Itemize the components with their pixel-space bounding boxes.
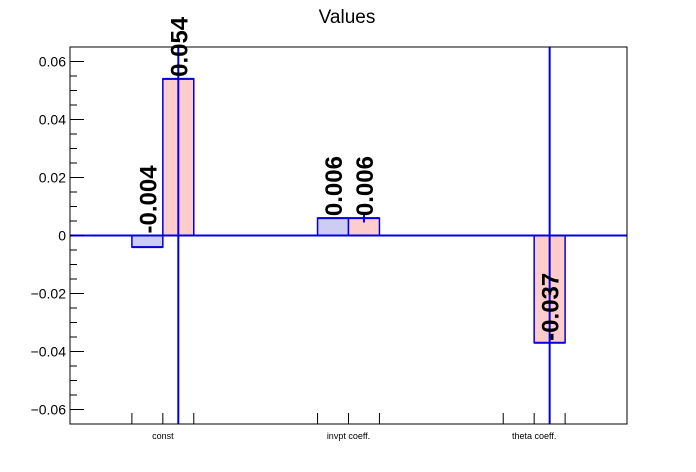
x-tick-label: theta coeff.	[512, 431, 556, 441]
y-tick-label: −0.04	[31, 344, 67, 360]
data-label: -0.004	[135, 165, 162, 234]
bars-layer	[131, 77, 566, 344]
y-tick-label: 0.06	[39, 54, 66, 70]
chart-title: Values	[319, 7, 376, 28]
y-tick-label: 0	[58, 228, 66, 244]
bar	[131, 234, 164, 248]
data-labels-layer: -0.004 0.006 0.054 0.006 -0.037	[135, 16, 564, 341]
x-tick-label: const	[152, 431, 174, 441]
y-tick-label: 0.02	[39, 170, 66, 186]
y-tick-label: −0.06	[31, 402, 67, 418]
axes-layer: 0.06 0.04 0.02 0 −0.02 −0.04 −0.06 const invpt c…	[31, 46, 628, 441]
bar	[316, 217, 350, 237]
y-tick-label: 0.04	[39, 112, 66, 128]
data-label: 0.006	[321, 156, 348, 216]
data-label: 0.054	[166, 16, 193, 77]
data-label: -0.037	[538, 273, 565, 341]
data-label: 0.006	[352, 156, 379, 216]
x-tick-label: invpt coeff.	[327, 431, 370, 441]
y-tick-label: −0.02	[31, 286, 67, 302]
